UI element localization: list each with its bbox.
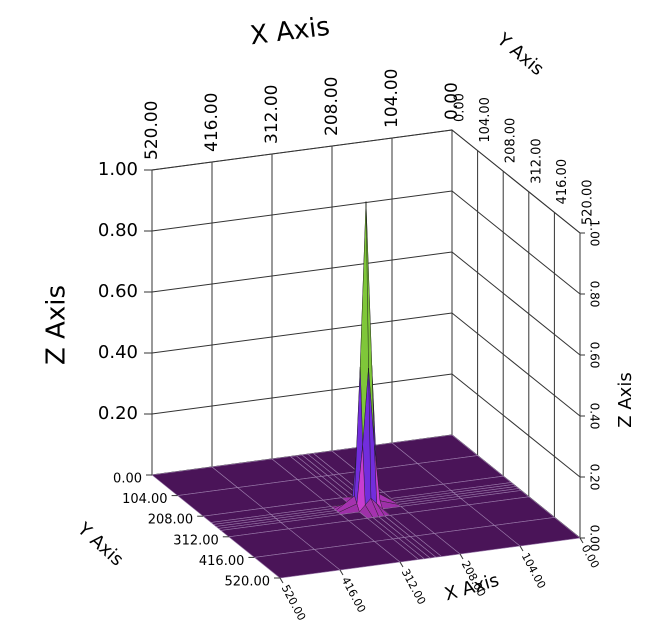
tick-mark (339, 569, 344, 576)
grid-line (451, 312, 581, 417)
y-tick-label-top: 312.00 (529, 138, 544, 184)
y-tick-label-bottom: 104.00 (122, 492, 168, 507)
tick-mark (399, 561, 404, 568)
z-axis-title-right: Z Axis (615, 372, 636, 427)
grid-line (151, 312, 453, 354)
x-tick-label-bottom: 312.00 (399, 567, 429, 607)
grid-line (151, 373, 453, 415)
x-tick-label-top: 416.00 (202, 93, 222, 152)
tick-mark (279, 577, 284, 584)
z-tick-label-left: 0.60 (98, 281, 138, 302)
grid-line (451, 373, 581, 478)
x-tick-label-bottom: 416.00 (339, 575, 369, 615)
y-tick-label-top: 208.00 (504, 118, 519, 164)
y-tick-label-bottom: 520.00 (225, 575, 271, 590)
z-tick-label-right: 0.40 (588, 403, 602, 430)
x-tick-label-top: 104.00 (382, 69, 402, 128)
z-tick-label-left: 0.80 (98, 220, 138, 241)
tick-mark (519, 545, 524, 552)
y-tick-label-top: 104.00 (478, 97, 493, 143)
x-tick-label-bottom: 520.00 (279, 583, 309, 623)
z-tick-label-right: 1.00 (588, 220, 602, 247)
x-tick-label-top: 520.00 (142, 101, 162, 160)
tick-mark (579, 537, 584, 544)
tick-mark (459, 553, 464, 560)
z-tick-label-right: 0.80 (588, 281, 602, 308)
y-tick-label-bottom: 0.00 (113, 472, 142, 487)
x-tick-label-top: 208.00 (322, 77, 342, 136)
y-tick-label-bottom: 312.00 (173, 533, 219, 548)
y-axis-title-bottom: Y Axis (72, 518, 127, 570)
y-tick-label-bottom: 208.00 (148, 513, 194, 528)
x-tick-label-top: 312.00 (262, 85, 282, 144)
grid-line (151, 251, 453, 293)
grid-line (151, 129, 453, 171)
z-tick-label-left: 1.00 (98, 159, 138, 180)
z-tick-label-right: 0.20 (588, 464, 602, 491)
z-tick-label-left: 0.40 (98, 342, 138, 363)
y-tick-label-top: 0.00 (453, 93, 468, 122)
y-tick-label-top: 416.00 (555, 159, 570, 205)
x-tick-label-bottom: 104.00 (519, 551, 549, 591)
x-tick-label-top: 0.00 (442, 82, 462, 120)
z-tick-label-right: 0.60 (588, 342, 602, 369)
z-tick-label-right: 0.00 (588, 525, 602, 552)
z-axis-title-left: Z Axis (42, 285, 72, 365)
back-wall (151, 129, 453, 476)
grid-line (451, 251, 581, 356)
grid-line (451, 129, 581, 234)
y-tick-label-top: 520.00 (581, 180, 596, 226)
y-tick-label-bottom: 416.00 (199, 554, 245, 569)
grid-line (451, 190, 581, 295)
z-tick-label-left: 0.20 (98, 403, 138, 424)
x-axis-title-top: X Axis (248, 12, 331, 52)
y-axis-title-top: Y Axis (492, 29, 548, 80)
grid-line (151, 190, 453, 232)
